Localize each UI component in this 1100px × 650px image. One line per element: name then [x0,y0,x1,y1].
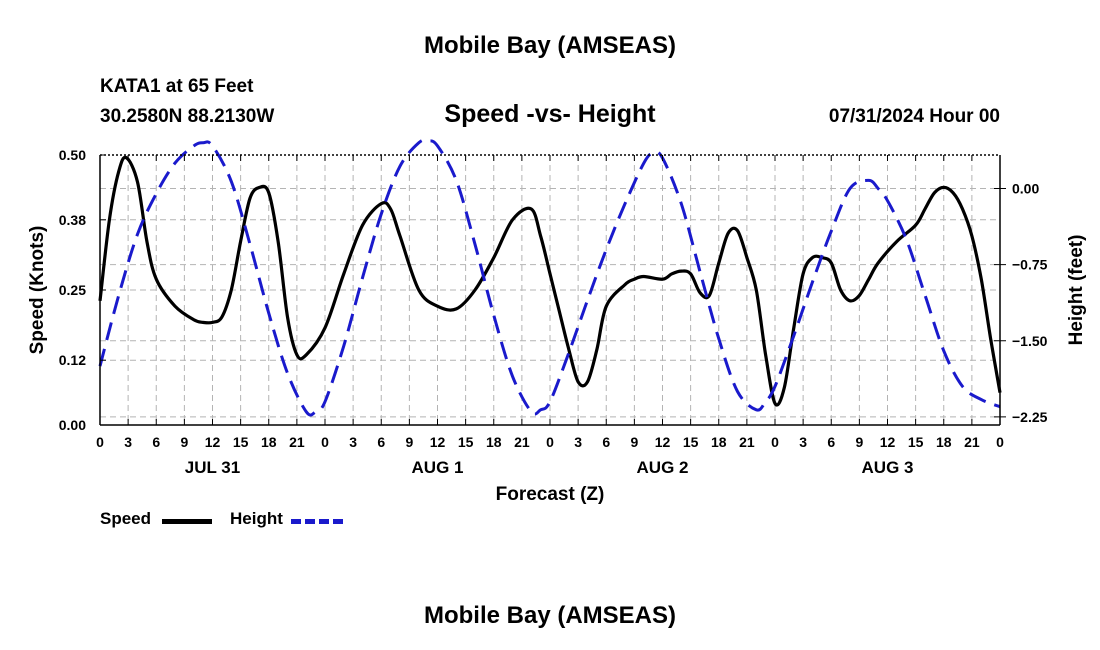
x-tick-label: 3 [574,434,582,450]
legend-speed-swatch [162,519,212,524]
x-tick-label: 12 [430,434,446,450]
y-tick-label: 0.50 [59,147,86,163]
x-tick-label: 18 [486,434,502,450]
grid-lines [100,155,1000,425]
x-tick-label: 0 [996,434,1004,450]
y-axis-title: Speed (Knots) [27,226,48,355]
x-tick-label: 15 [683,434,699,450]
axes [99,154,1006,426]
x-tick-label: 0 [546,434,554,450]
x-tick-label: 9 [405,434,413,450]
height-series-line [98,138,1001,417]
y2-tick-label: 0.00 [1012,180,1039,196]
x-day-label: AUG 2 [637,458,689,477]
x-tick-label: 15 [458,434,474,450]
x-tick-label: 3 [349,434,357,450]
legend-speed-label: Speed [100,509,152,528]
x-tick-label: 9 [630,434,638,450]
x-tick-label: 18 [936,434,952,450]
x-tick-label: 12 [205,434,221,450]
x-tick-label: 6 [377,434,385,450]
x-tick-label: 9 [855,434,863,450]
x-tick-label: 21 [289,434,305,450]
x-tick-label: 0 [321,434,329,450]
x-tick-label: 15 [233,434,249,450]
x-tick-label: 0 [771,434,779,450]
station-name: KATA1 at 65 Feet [100,76,254,97]
y-tick-label: 0.38 [59,212,86,228]
legend-speed: Speed [100,509,151,529]
y-tick-label: 0.12 [59,352,86,368]
y2-tick-label: −2.25 [1012,409,1048,425]
x-tick-label: 12 [655,434,671,450]
x-tick-label: 6 [602,434,610,450]
x-tick-label: 18 [711,434,727,450]
station-coordinates: 30.2580N 88.2130W [100,106,275,127]
x-tick-label: 12 [880,434,896,450]
x-day-label: AUG 3 [862,458,914,477]
x-tick-label: 0 [96,434,104,450]
x-tick-label: 21 [514,434,530,450]
x-tick-label: 21 [964,434,980,450]
x-tick-label: 9 [180,434,188,450]
legend-height-label: Height [230,509,283,528]
speed-height-chart: 0 3 6 9 12 15 18 21 0 3 6 9 12 15 18 21 0 3 6 9 12 15 18 21 0 3 6 9… [27,138,1087,505]
x-tick-label: 3 [124,434,132,450]
speed-series-line [98,155,1002,407]
axis-labels: 0 3 6 9 12 15 18 21 0 3 6 9 12 15 18 21 0 3 6 9 12 15 18 21 0 3 6 9… [27,147,1087,505]
x-tick-label: 18 [261,434,277,450]
forecast-run-time: 07/31/2024 Hour 00 [828,106,1000,127]
chart-subtitle: Speed -vs- Height [444,100,656,128]
x-tick-label: 6 [152,434,160,450]
legend-height-swatch [291,519,343,524]
x-tick-label: 15 [908,434,924,450]
y-tick-label: 0.25 [59,282,86,298]
y2-tick-label: −1.50 [1012,333,1048,349]
x-tick-label: 6 [827,434,835,450]
chart-title: Mobile Bay (AMSEAS) [423,32,677,59]
footer-title: Mobile Bay (AMSEAS) [423,602,677,629]
x-tick-label: 3 [799,434,807,450]
x-day-label: AUG 1 [412,458,464,477]
y-tick-label: 0.00 [59,417,86,433]
y2-axis-title: Height (feet) [1066,235,1087,346]
y2-tick-label: −0.75 [1012,257,1048,273]
series-lines [98,138,1002,417]
legend-height: Height [230,509,283,529]
x-day-label: JUL 31 [185,458,240,477]
x-axis-title: Forecast (Z) [496,484,605,505]
x-tick-label: 21 [739,434,755,450]
